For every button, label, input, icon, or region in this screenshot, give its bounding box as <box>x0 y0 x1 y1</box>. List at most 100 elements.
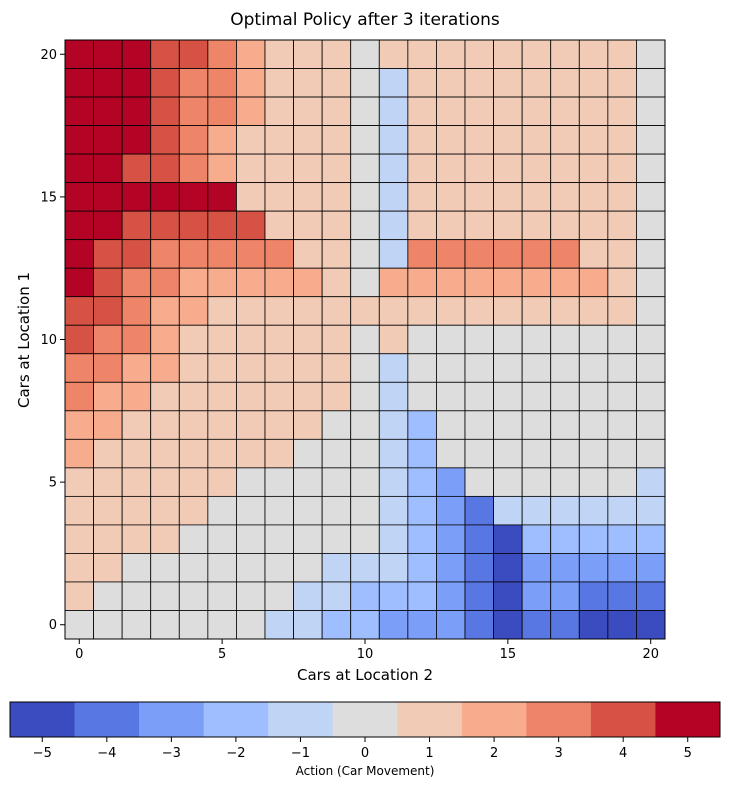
heatmap-cell <box>121 553 152 583</box>
heatmap-cell <box>93 467 123 497</box>
colorbar-tick-label: 3 <box>554 746 562 761</box>
heatmap-cell <box>407 182 437 212</box>
heatmap-cell <box>264 353 294 383</box>
heatmap-cell <box>378 610 409 640</box>
heatmap-cell <box>407 610 437 640</box>
heatmap-cell <box>578 553 609 583</box>
heatmap-cell <box>350 381 380 412</box>
heatmap-cell <box>521 239 552 269</box>
heatmap-cell <box>407 39 437 69</box>
heatmap-cell <box>378 524 409 554</box>
heatmap-cell <box>236 410 266 440</box>
heatmap-cell <box>321 182 352 212</box>
heatmap-cell <box>378 581 409 611</box>
heatmap-cell <box>464 438 494 469</box>
heatmap-cell <box>436 553 466 583</box>
heatmap-cell <box>636 524 666 554</box>
heatmap-cell <box>607 495 637 526</box>
heatmap-cell <box>578 438 609 469</box>
heatmap-cell <box>407 524 437 554</box>
heatmap-cell <box>407 581 437 611</box>
heatmap-cell <box>550 39 580 69</box>
heatmap-cell <box>378 96 409 126</box>
heatmap-cell <box>493 524 523 554</box>
heatmap-cell <box>150 182 180 212</box>
heatmap-cell <box>150 267 180 298</box>
heatmap-cell <box>578 581 609 611</box>
heatmap-cell <box>207 39 237 69</box>
heatmap-cell <box>293 39 323 69</box>
heatmap-cell <box>350 96 380 126</box>
colorbar-label: Action (Car Movement) <box>296 764 435 778</box>
heatmap-cell <box>293 524 323 554</box>
colorbar-swatch <box>139 702 205 737</box>
heatmap-cell <box>264 610 294 640</box>
heatmap-cell <box>550 495 580 526</box>
heatmap-cell <box>464 96 494 126</box>
heatmap-cell <box>378 125 409 155</box>
heatmap-cell <box>636 125 666 155</box>
heatmap-cell <box>636 553 666 583</box>
heatmap-cell <box>236 581 266 611</box>
heatmap-cell <box>121 438 152 469</box>
heatmap-cell <box>550 438 580 469</box>
heatmap-cell <box>378 381 409 412</box>
heatmap-cell <box>636 495 666 526</box>
heatmap-cell <box>150 153 180 184</box>
heatmap-cell <box>64 267 94 298</box>
heatmap-cell <box>521 410 552 440</box>
heatmap-cell <box>407 553 437 583</box>
heatmap-cell <box>264 324 294 355</box>
x-tick-label: 5 <box>218 647 226 662</box>
heatmap-cell <box>550 267 580 298</box>
heatmap-cell <box>636 267 666 298</box>
heatmap-cell <box>293 467 323 497</box>
heatmap-cell <box>636 353 666 383</box>
heatmap-cell <box>350 438 380 469</box>
heatmap-cell <box>207 353 237 383</box>
heatmap-cell <box>321 381 352 412</box>
heatmap-cell <box>607 353 637 383</box>
heatmap-cell <box>264 153 294 184</box>
heatmap-cell <box>550 125 580 155</box>
heatmap-cell <box>150 125 180 155</box>
heatmap-cell <box>350 239 380 269</box>
heatmap-cell <box>550 324 580 355</box>
heatmap-cell <box>178 68 209 98</box>
heatmap-cell <box>436 68 466 98</box>
heatmap-cell <box>93 182 123 212</box>
heatmap-cell <box>64 381 94 412</box>
heatmap-cell <box>350 125 380 155</box>
heatmap-cell <box>464 581 494 611</box>
heatmap-cell <box>550 467 580 497</box>
heatmap-cell <box>64 438 94 469</box>
heatmap-cell <box>64 353 94 383</box>
heatmap-cell <box>236 39 266 69</box>
heatmap-cell <box>207 581 237 611</box>
heatmap-cell <box>636 467 666 497</box>
heatmap-cell <box>578 210 609 241</box>
colorbar-tick-label: −2 <box>226 746 245 761</box>
heatmap-cell <box>636 96 666 126</box>
heatmap-cell <box>521 153 552 184</box>
heatmap-cell <box>436 182 466 212</box>
heatmap-cell <box>607 296 637 326</box>
heatmap-cell <box>464 381 494 412</box>
colorbar-swatch <box>461 702 527 737</box>
heatmap-cell <box>350 324 380 355</box>
heatmap-cell <box>93 353 123 383</box>
heatmap-cell <box>464 68 494 98</box>
heatmap-cell <box>121 239 152 269</box>
heatmap-cell <box>464 524 494 554</box>
heatmap-cell <box>321 467 352 497</box>
heatmap-cell <box>378 267 409 298</box>
heatmap-cell <box>493 610 523 640</box>
heatmap-cell <box>264 239 294 269</box>
heatmap-cell <box>607 324 637 355</box>
heatmap-cell <box>321 210 352 241</box>
heatmap-cell <box>293 553 323 583</box>
heatmap-cell <box>636 438 666 469</box>
heatmap-cell <box>493 381 523 412</box>
heatmap-cell <box>293 239 323 269</box>
heatmap-cell <box>350 353 380 383</box>
